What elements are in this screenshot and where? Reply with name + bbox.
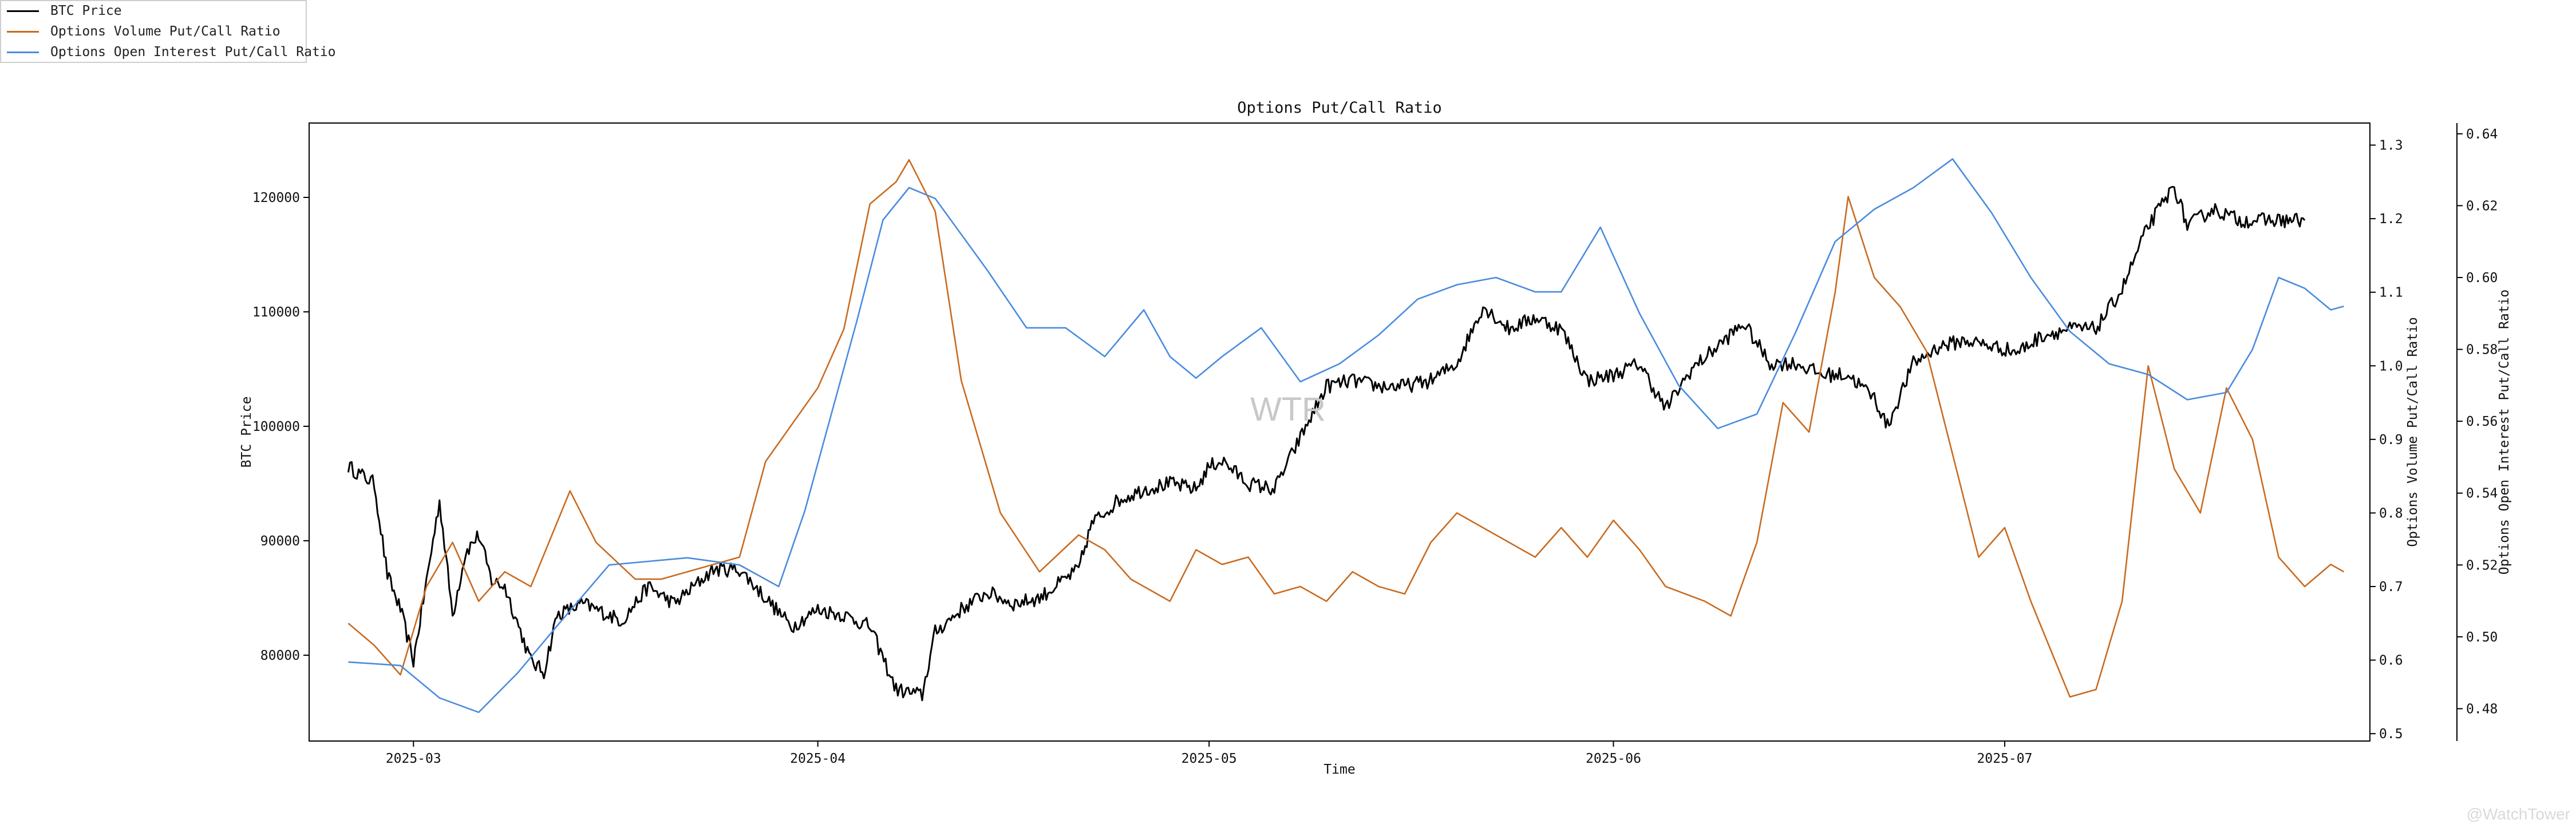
y-right1-tick-label: 0.6 bbox=[2379, 653, 2403, 668]
chart-title: Options Put/Call Ratio bbox=[1237, 99, 1442, 117]
y-right2-tick-label: 0.52 bbox=[2466, 558, 2498, 573]
y-axis-volume-ratio: 0.5 0.6 0.7 0.8 0.9 1.0 1.1 1.2 1.3 bbox=[2370, 138, 2403, 742]
y-right1-tick-label: 0.5 bbox=[2379, 727, 2403, 742]
legend: BTC Price Options Volume Put/Call Ratio … bbox=[0, 0, 336, 63]
y-right1-tick-label: 0.8 bbox=[2379, 506, 2403, 521]
y-right1-tick-label: 1.0 bbox=[2379, 359, 2403, 374]
y-right2-tick-label: 0.56 bbox=[2466, 414, 2498, 429]
y-right2-tick-label: 0.50 bbox=[2466, 630, 2498, 645]
x-tick-label: 2025-04 bbox=[790, 751, 846, 766]
y-left-tick-label: 110000 bbox=[252, 305, 300, 320]
x-axis: 2025-03 2025-04 2025-05 2025-06 2025-07 bbox=[386, 741, 2033, 766]
y-right1-tick-label: 1.2 bbox=[2379, 212, 2403, 227]
y-axis-btc-price: 80000 90000 100000 110000 120000 bbox=[252, 191, 309, 663]
legend-swatch-btc-price bbox=[7, 10, 39, 12]
y-right2-tick-label: 0.60 bbox=[2466, 271, 2498, 286]
footer-watermark: @WatchTower bbox=[2467, 805, 2570, 823]
y-left-tick-label: 100000 bbox=[252, 419, 300, 434]
y-right1-tick-label: 1.1 bbox=[2379, 286, 2403, 300]
y-right2-tick-label: 0.48 bbox=[2466, 702, 2498, 716]
watermark-text: WTR bbox=[1250, 391, 1326, 428]
series-line-0 bbox=[347, 185, 2306, 702]
y-axis-right2-title: Options Open Interest Put/Call Ratio bbox=[2497, 290, 2512, 575]
y-left-tick-label: 80000 bbox=[260, 648, 300, 663]
y-left-tick-label: 90000 bbox=[260, 534, 300, 549]
legend-label: Options Volume Put/Call Ratio bbox=[50, 24, 280, 39]
legend-item-oi-ratio: Options Open Interest Put/Call Ratio bbox=[7, 43, 336, 61]
y-right1-tick-label: 0.7 bbox=[2379, 580, 2403, 595]
x-axis-title: Time bbox=[1323, 762, 1355, 777]
series-line-2 bbox=[348, 158, 2344, 714]
x-tick-label: 2025-05 bbox=[1182, 751, 1237, 766]
y-left-tick-label: 120000 bbox=[252, 191, 300, 205]
series-layer bbox=[347, 158, 2345, 714]
legend-label: BTC Price bbox=[50, 3, 122, 18]
legend-swatch-volume-ratio bbox=[7, 30, 39, 33]
y-right1-tick-label: 0.9 bbox=[2379, 433, 2403, 447]
plot-frame bbox=[309, 122, 2370, 742]
y-right2-tick-label: 0.54 bbox=[2466, 486, 2498, 501]
y-right1-tick-label: 1.3 bbox=[2379, 138, 2403, 153]
y-right2-tick-label: 0.58 bbox=[2466, 343, 2498, 358]
series-line-1 bbox=[347, 159, 2345, 698]
x-tick-label: 2025-03 bbox=[386, 751, 441, 766]
legend-swatch-oi-ratio bbox=[7, 51, 39, 53]
legend-label: Options Open Interest Put/Call Ratio bbox=[50, 45, 336, 60]
y-axis-right1-title: Options Volume Put/Call Ratio bbox=[2405, 317, 2420, 547]
y-right2-tick-label: 0.64 bbox=[2466, 127, 2498, 142]
y-right2-tick-label: 0.62 bbox=[2466, 199, 2498, 213]
legend-item-btc-price: BTC Price bbox=[7, 2, 122, 19]
y-axis-left-title: BTC Price bbox=[239, 397, 254, 468]
legend-item-volume-ratio: Options Volume Put/Call Ratio bbox=[7, 23, 280, 40]
x-tick-label: 2025-06 bbox=[1586, 751, 1641, 766]
y-axis-open-interest-ratio: 0.48 0.50 0.52 0.54 0.56 0.58 0.60 0.62 0.64 bbox=[2456, 123, 2498, 741]
x-tick-label: 2025-07 bbox=[1977, 751, 2033, 766]
